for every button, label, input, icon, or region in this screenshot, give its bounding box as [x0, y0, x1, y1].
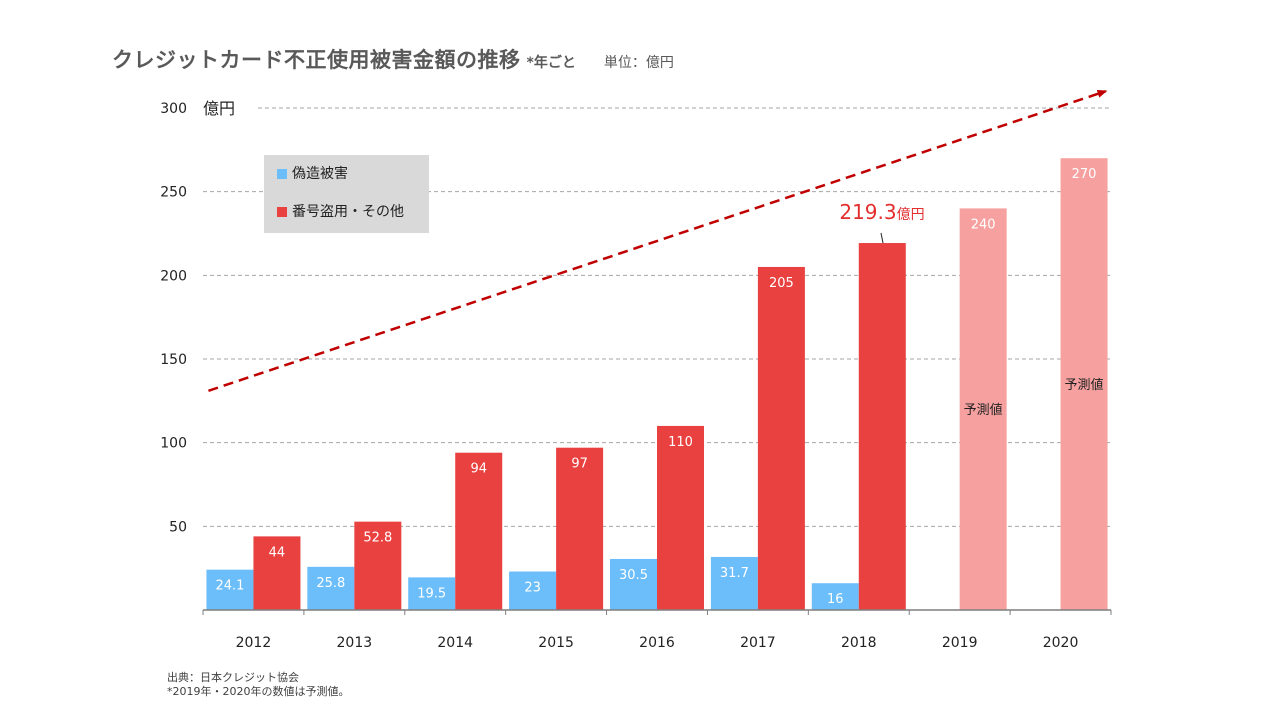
data-label-number-theft-2019: 240 [971, 217, 996, 232]
bar-number-theft-2015 [556, 447, 604, 610]
bar-number-theft-2014 [455, 452, 503, 610]
data-labels: 24.1 44 25.8 52.8 19.5 94 23 97 30.5 110 31.7 205 16… [215, 167, 1103, 607]
data-label-counterfeit-2016: 30.5 [619, 568, 648, 583]
legend-label-number-theft: 番号盗用・その他 [292, 204, 404, 220]
bar-counterfeit-2016 [610, 558, 657, 610]
x-tick-label-2019: 2019 [942, 635, 978, 651]
data-label-number-theft-2016: 110 [668, 435, 693, 450]
data-label-counterfeit-2013: 25.8 [316, 576, 345, 591]
data-label-number-theft-2015: 97 [571, 457, 588, 472]
callout-unit: 億円 [897, 207, 925, 223]
data-label-number-theft-2017: 205 [769, 276, 794, 291]
bar-counterfeit-2017 [710, 556, 758, 610]
legend-swatch-counterfeit [277, 169, 287, 179]
bar-number-theft-2020 [1060, 158, 1108, 610]
footnote-source: 出典：日本クレジット協会 [167, 671, 299, 684]
forecast-label-2019: 予測値 [964, 402, 1003, 418]
bar-number-theft-2016 [657, 425, 704, 610]
bar-number-theft-2017 [757, 266, 805, 610]
x-tick-label-2017: 2017 [740, 635, 776, 651]
unit-note: 単位：億円 [603, 55, 674, 71]
forecast-label-2020: 予測値 [1065, 377, 1104, 393]
x-tick-label-2012: 2012 [236, 635, 272, 651]
x-axis: 2012 2013 2014 2015 2016 2017 2018 2019 2020 [202, 609, 1112, 651]
x-tick-label-2018: 2018 [841, 635, 877, 651]
trend-arrow-line [208, 90, 1108, 392]
y-tick-label: 200 [160, 268, 187, 284]
y-axis: 億円 50 100 150 200 250 300 [160, 99, 235, 535]
x-tick-label-2014: 2014 [437, 635, 473, 651]
x-tick-label-2016: 2016 [639, 635, 675, 651]
x-tick-label-2020: 2020 [1043, 635, 1079, 651]
y-tick-label: 150 [160, 352, 187, 368]
bar-number-theft-2018 [858, 243, 906, 610]
bar-counterfeit-2012 [206, 569, 254, 610]
x-tick-label-2015: 2015 [538, 635, 574, 651]
trend-arrow [208, 90, 1108, 392]
bar-counterfeit-2014 [408, 577, 456, 610]
callout-value: 219.3 [839, 200, 896, 224]
bars [206, 158, 1108, 610]
bar-number-theft-2019 [959, 208, 1007, 610]
data-label-counterfeit-2015: 23 [524, 581, 541, 596]
data-label-number-theft-2014: 94 [470, 462, 487, 477]
chart-subtitle: *年ごと [526, 55, 576, 71]
bar-counterfeit-2018 [811, 583, 859, 610]
data-label-number-theft-2012: 44 [269, 545, 286, 560]
bar-counterfeit-2015 [509, 571, 557, 610]
data-label-counterfeit-2014: 19.5 [417, 586, 446, 601]
callout-2018: 219.3億円 [839, 200, 925, 244]
y-tick-label: 250 [160, 185, 187, 201]
data-label-counterfeit-2012: 24.1 [215, 579, 244, 594]
data-label-counterfeit-2018: 16 [827, 592, 844, 607]
bar-number-theft-2012 [253, 536, 301, 610]
callout-leader-line [880, 232, 884, 244]
bar-counterfeit-2013 [307, 566, 355, 610]
y-axis-label: 億円 [203, 99, 235, 118]
title-row: クレジットカード不正使用被害金額の推移 *年ごと 単位：億円 [112, 44, 674, 76]
data-label-counterfeit-2017: 31.7 [720, 566, 749, 581]
bar-number-theft-2013 [354, 521, 402, 610]
legend: 偽造被害 番号盗用・その他 [264, 155, 429, 233]
data-label-number-theft-2020: 270 [1072, 167, 1097, 182]
legend-box [264, 155, 429, 233]
data-label-number-theft-2013: 52.8 [363, 531, 392, 546]
callout-label: 219.3億円 [839, 200, 924, 224]
y-tick-label: 300 [160, 101, 187, 117]
footnote-forecast: *2019年・2020年の数値は予測値。 [167, 685, 350, 698]
footnotes: 出典：日本クレジット協会 *2019年・2020年の数値は予測値。 [167, 671, 350, 699]
chart-title: クレジットカード不正使用被害金額の推移 [112, 48, 521, 72]
legend-swatch-number-theft [277, 207, 287, 217]
legend-label-counterfeit: 偽造被害 [292, 166, 348, 182]
x-tick-label-2013: 2013 [337, 635, 373, 651]
y-tick-label: 100 [160, 436, 187, 452]
y-tick-label: 50 [169, 519, 187, 535]
